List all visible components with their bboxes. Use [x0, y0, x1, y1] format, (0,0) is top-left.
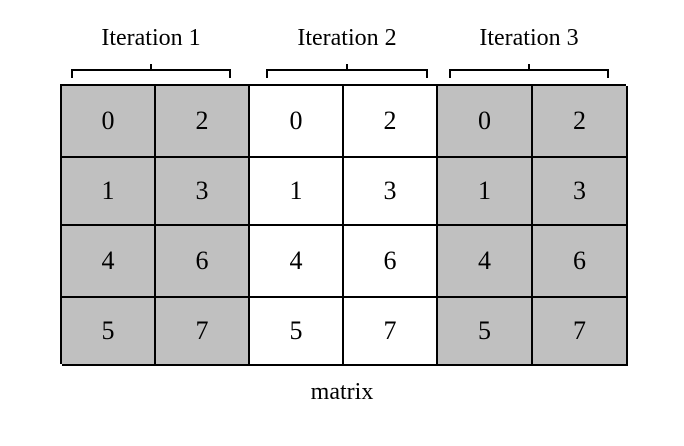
- matrix-cell: 6: [344, 226, 438, 298]
- matrix-cell: 4: [438, 226, 533, 298]
- iteration-3-brace: [449, 64, 609, 78]
- matrix-cell: 5: [438, 298, 533, 366]
- matrix-cell: 4: [250, 226, 344, 298]
- iteration-braces: [71, 64, 609, 78]
- matrix-cell: 1: [250, 158, 344, 226]
- matrix-cell: 5: [250, 298, 344, 366]
- matrix-caption: matrix: [310, 379, 374, 405]
- matrix-cell: 2: [344, 86, 438, 158]
- iteration-3-label: Iteration 3: [479, 25, 579, 51]
- iteration-2-brace: [266, 64, 428, 78]
- matrix-cell: 2: [533, 86, 628, 158]
- matrix-cell: 6: [533, 226, 628, 298]
- matrix-cell: 3: [533, 158, 628, 226]
- matrix-cell: 4: [62, 226, 156, 298]
- matrix-cell: 6: [156, 226, 250, 298]
- iteration-1-brace: [71, 64, 231, 78]
- matrix-cell: 1: [62, 158, 156, 226]
- matrix-cell: 5: [62, 298, 156, 366]
- matrix-cell: 0: [62, 86, 156, 158]
- iteration-1-label: Iteration 1: [101, 25, 201, 51]
- matrix-cell: 0: [250, 86, 344, 158]
- matrix-cell: 2: [156, 86, 250, 158]
- matrix-cell: 7: [156, 298, 250, 366]
- iteration-2-label: Iteration 2: [297, 25, 397, 51]
- matrix-cell: 7: [533, 298, 628, 366]
- matrix-cell: 1: [438, 158, 533, 226]
- matrix-cell: 0: [438, 86, 533, 158]
- matrix-cell: 3: [156, 158, 250, 226]
- matrix-cell: 7: [344, 298, 438, 366]
- matrix-cell: 3: [344, 158, 438, 226]
